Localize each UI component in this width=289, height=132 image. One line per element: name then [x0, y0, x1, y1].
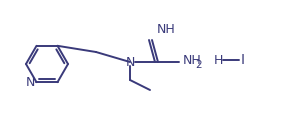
Text: I: I	[241, 53, 245, 67]
Text: H: H	[213, 53, 223, 67]
Text: N: N	[26, 76, 36, 89]
Text: 2: 2	[195, 60, 202, 70]
Text: NH: NH	[157, 23, 176, 36]
Text: N: N	[125, 55, 135, 69]
Text: NH: NH	[183, 55, 202, 67]
